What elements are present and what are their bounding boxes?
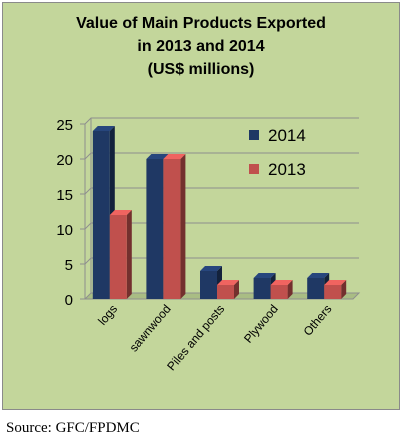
bar-top bbox=[92, 126, 115, 131]
legend-swatch bbox=[249, 130, 259, 140]
gridline bbox=[84, 152, 359, 160]
bar-top bbox=[253, 273, 276, 278]
bar-side bbox=[234, 280, 239, 299]
bar-top bbox=[200, 266, 222, 271]
bar-front bbox=[324, 285, 342, 299]
bar-top bbox=[217, 280, 239, 285]
bar-side bbox=[287, 280, 293, 299]
title-line: in 2013 and 2014 bbox=[137, 38, 264, 55]
bar-front bbox=[200, 271, 217, 299]
bar-front bbox=[253, 278, 271, 299]
y-tick-label: 0 bbox=[65, 292, 73, 309]
bar-top bbox=[109, 210, 132, 215]
bar-front bbox=[270, 285, 288, 299]
bar-front bbox=[146, 159, 164, 299]
bar-top bbox=[163, 154, 186, 159]
bar-side bbox=[180, 154, 186, 299]
source-note: Source: GFC/FPDMC bbox=[6, 420, 140, 436]
gridline bbox=[84, 187, 359, 195]
bar bbox=[163, 154, 186, 299]
bar-top bbox=[307, 273, 330, 278]
y-tick-label: 25 bbox=[56, 117, 73, 134]
bar-side bbox=[341, 280, 347, 299]
legend-label: 2014 bbox=[268, 126, 306, 145]
gridline bbox=[84, 222, 359, 230]
bar-top bbox=[324, 280, 347, 285]
legend: 2014 2013 bbox=[249, 126, 306, 179]
title-line: (US$ millions) bbox=[148, 61, 255, 78]
y-tick-label: 15 bbox=[56, 187, 73, 204]
bar-front bbox=[307, 278, 325, 299]
gridline bbox=[84, 257, 359, 265]
chart-frame: Value of Main Products Exported in 2013 a… bbox=[2, 2, 400, 410]
bars bbox=[92, 126, 347, 299]
bar bbox=[217, 280, 239, 299]
y-axis: 0 5 10 15 20 25 bbox=[56, 117, 86, 309]
gridline bbox=[84, 117, 359, 125]
bar-top bbox=[270, 280, 293, 285]
bar bbox=[270, 280, 293, 299]
bar-top bbox=[146, 154, 169, 159]
bar-front bbox=[109, 215, 127, 299]
title-line: Value of Main Products Exported bbox=[76, 15, 326, 32]
bar-front bbox=[92, 131, 110, 299]
legend-label: 2013 bbox=[268, 160, 306, 179]
chart-background bbox=[3, 3, 399, 409]
bar bbox=[109, 210, 132, 299]
y-tick-label: 5 bbox=[65, 257, 73, 274]
bar-side bbox=[126, 210, 132, 299]
chart-title: Value of Main Products Exported in 2013 a… bbox=[76, 15, 326, 78]
y-tick-label: 10 bbox=[56, 222, 73, 239]
y-tick-label: 20 bbox=[56, 152, 73, 169]
bar-front bbox=[217, 285, 234, 299]
legend-swatch bbox=[249, 164, 259, 174]
bar-front bbox=[163, 159, 181, 299]
bar bbox=[324, 280, 347, 299]
bar-chart: Value of Main Products Exported in 2013 a… bbox=[3, 3, 399, 409]
